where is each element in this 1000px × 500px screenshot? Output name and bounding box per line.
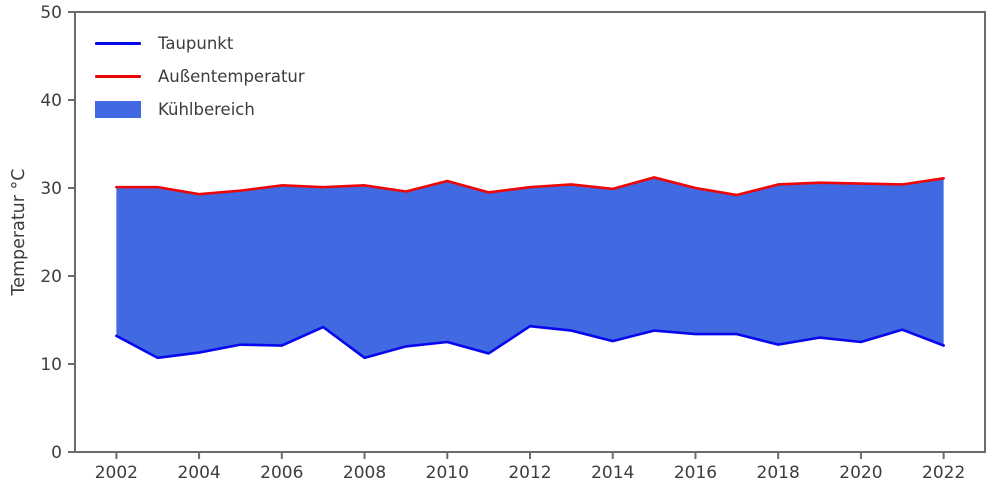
- y-tick-label: 20: [40, 267, 62, 287]
- x-tick-label: 2010: [426, 463, 469, 483]
- x-tick-label: 2008: [343, 463, 386, 483]
- legend-item-kuehlbereich: Kühlbereich: [95, 99, 305, 119]
- aussentemperatur-line-swatch: [95, 74, 141, 78]
- x-tick-label: 2006: [260, 463, 303, 483]
- x-tick-label: 2022: [922, 463, 965, 483]
- x-tick-label: 2020: [839, 463, 882, 483]
- legend-label-taupunkt: Taupunkt: [158, 33, 234, 53]
- x-tick-label: 2004: [177, 463, 220, 483]
- y-tick-label: 40: [40, 91, 62, 111]
- legend-label-aussentemperatur: Außentemperatur: [158, 66, 305, 86]
- chart-legend: Taupunkt Außentemperatur Kühlbereich: [95, 33, 305, 119]
- y-tick-label: 50: [40, 3, 62, 23]
- x-tick-label: 2018: [757, 463, 800, 483]
- y-tick-label: 0: [51, 443, 62, 463]
- x-tick-label: 2012: [508, 463, 551, 483]
- kuehlbereich-patch-swatch: [95, 100, 141, 118]
- legend-item-aussentemperatur: Außentemperatur: [95, 66, 305, 86]
- legend-label-kuehlbereich: Kühlbereich: [158, 99, 255, 119]
- y-tick-label: 10: [40, 355, 62, 375]
- y-axis-label: Temperatur °C: [9, 168, 29, 296]
- fill-area-kuehlbereich: [116, 177, 944, 358]
- legend-item-taupunkt: Taupunkt: [95, 33, 305, 53]
- x-tick-label: 2016: [674, 463, 717, 483]
- x-tick-label: 2014: [591, 463, 634, 483]
- taupunkt-line-swatch: [95, 41, 141, 45]
- series-line-aussentemperatur: [115, 176, 945, 197]
- y-tick-label: 30: [40, 179, 62, 199]
- series-line-taupunkt: [115, 324, 945, 360]
- x-tick-label: 2002: [95, 463, 138, 483]
